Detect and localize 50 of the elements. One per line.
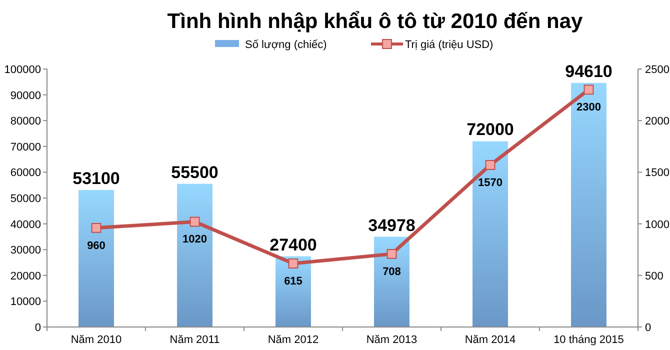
data-label: 72000	[466, 120, 514, 140]
x-tick-label: Năm 2012	[268, 334, 319, 346]
y-tick-label: 70000	[10, 141, 41, 154]
data-label: 34978	[368, 216, 416, 235]
y-tick-label: 60000	[10, 167, 41, 180]
y2-tick-label: 2000	[645, 116, 670, 128]
point	[485, 160, 496, 170]
data-label: 94610	[565, 62, 612, 81]
y-tick-label: 20000	[10, 270, 41, 282]
x-tick-label: Năm 2013	[366, 334, 418, 346]
bar	[276, 256, 311, 327]
data-label: 2300	[576, 102, 601, 114]
legend-label: Trị giá (triệu USD)	[405, 39, 494, 51]
point	[190, 216, 200, 227]
bar	[78, 190, 114, 327]
point	[584, 84, 594, 95]
data-label: 1570	[478, 176, 502, 189]
y-tick-label: 80000	[10, 116, 41, 128]
chart-title: Tình hình nhập khẩu ô tô từ 2010 đến nay	[167, 10, 584, 33]
y2-tick-label: 500	[645, 270, 664, 282]
x-tick-label: 10 tháng 2015	[554, 334, 624, 346]
y-tick-label: 100000	[4, 64, 41, 76]
data-label: 1020	[182, 234, 207, 246]
data-label: 615	[284, 276, 302, 288]
data-label: 55500	[171, 162, 218, 182]
x-tick-label: Năm 2010	[70, 334, 122, 346]
y2-tick-label: 1000	[645, 218, 670, 231]
y-tick-label: 10000	[10, 296, 41, 308]
data-label: 27400	[270, 235, 317, 254]
y-tick-label: 90000	[10, 90, 41, 102]
point	[386, 248, 397, 259]
data-label: 708	[382, 266, 401, 278]
y-tick-label: 50000	[10, 193, 41, 205]
x-tick-label: Năm 2014	[464, 334, 516, 346]
x-tick-label: Năm 2011	[170, 334, 220, 346]
legend-label: Số lượng (chiếc)	[245, 39, 327, 51]
data-label: 53100	[72, 169, 120, 188]
y-tick-label: 40000	[10, 218, 41, 231]
bar	[374, 236, 410, 327]
bar	[177, 184, 212, 327]
y2-tick-label: 0	[645, 322, 652, 334]
bar	[571, 82, 606, 327]
y-tick-label: 0	[34, 322, 41, 334]
y-tick-label: 30000	[10, 244, 41, 257]
data-label: 960	[87, 240, 106, 252]
point	[288, 258, 298, 269]
bar	[472, 141, 508, 327]
y2-tick-label: 2500	[645, 64, 670, 76]
y2-tick-label: 1500	[645, 167, 670, 180]
point	[91, 222, 102, 233]
